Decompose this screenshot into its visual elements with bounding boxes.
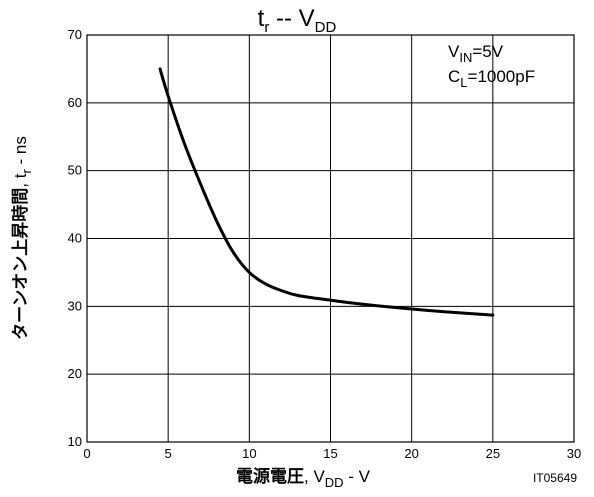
- x-tick-label: 10: [242, 446, 256, 461]
- chart-title: tr -- VDD: [258, 5, 337, 36]
- grid-lines: [87, 35, 574, 442]
- y-tick-label: 20: [68, 366, 82, 381]
- x-tick-label: 20: [404, 446, 418, 461]
- y-tick-label: 70: [68, 27, 82, 42]
- y-tick-label: 40: [68, 231, 82, 246]
- y-tick-label: 30: [68, 298, 82, 313]
- x-axis-label: 電源電圧, VDD - V: [236, 466, 371, 490]
- y-tick-label: 50: [68, 163, 82, 178]
- x-tick-label: 25: [486, 446, 500, 461]
- y-tick-label: 10: [68, 434, 82, 449]
- condition-vin: VIN=5V: [448, 42, 504, 65]
- y-axis-label: ターンオン上昇時間, tr - ns: [10, 136, 34, 340]
- x-tick-label: 30: [567, 446, 581, 461]
- y-tick-label: 60: [68, 95, 82, 110]
- condition-cl: CL=1000pF: [448, 67, 535, 90]
- figure-code: IT05649: [533, 471, 577, 485]
- x-tick-label: 5: [165, 446, 172, 461]
- series-line-0: [158, 67, 495, 317]
- series-layer: [158, 67, 495, 317]
- x-tick-label: 15: [323, 446, 337, 461]
- plot-frame: [86, 34, 575, 443]
- x-tick-label: 0: [83, 446, 90, 461]
- tick-labels: 0 5 10 15 20 25 30 10 20 30 40 50 60 70: [68, 27, 582, 461]
